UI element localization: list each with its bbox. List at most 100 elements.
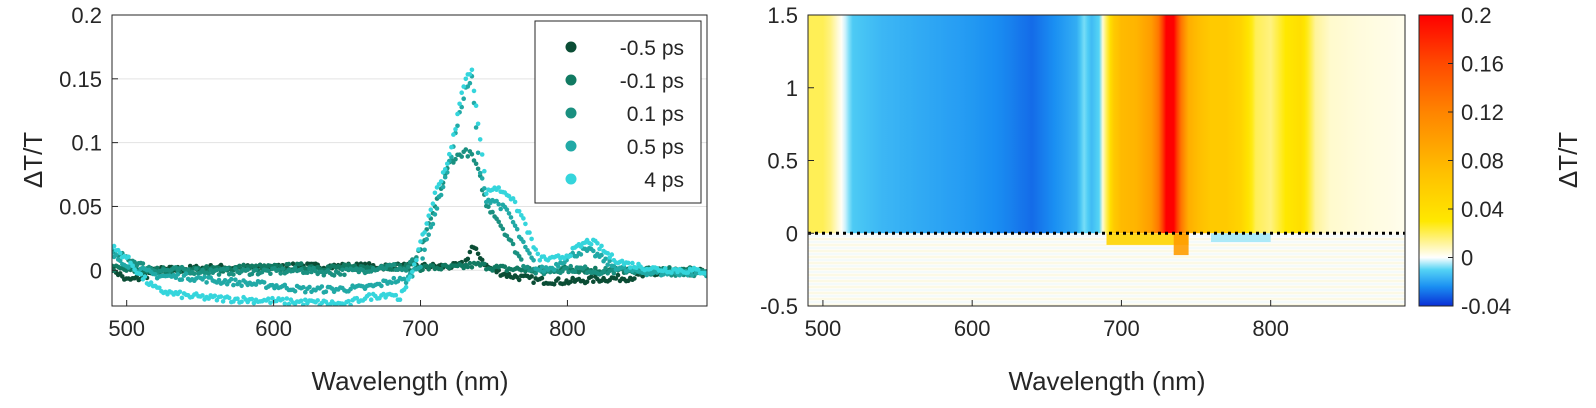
data-point (403, 284, 409, 290)
data-point (309, 269, 314, 275)
data-point (455, 111, 460, 117)
data-point (588, 274, 594, 280)
data-point (521, 216, 526, 221)
data-point (451, 132, 456, 137)
y-tick-label: 1.5 (767, 3, 798, 28)
colorbar-tick-label: -0.04 (1461, 294, 1511, 319)
data-point (418, 239, 423, 244)
data-point (222, 278, 228, 283)
data-point (266, 296, 271, 302)
data-point (599, 243, 604, 249)
data-point (537, 268, 543, 273)
colorbar-tick-label: 0.2 (1461, 3, 1492, 28)
data-point (183, 271, 189, 277)
data-point (438, 179, 444, 184)
data-point (112, 243, 117, 249)
noise-stripe (808, 289, 1405, 291)
x-ticks-right: 500 600 700 800 (805, 300, 1289, 341)
noise-stripe (808, 253, 1405, 255)
data-point (506, 211, 512, 216)
data-point (152, 272, 158, 277)
data-point (498, 206, 504, 212)
data-point (430, 201, 436, 206)
data-point (471, 158, 477, 163)
data-point (420, 256, 425, 261)
noise-stripe (808, 262, 1405, 264)
data-point (290, 261, 296, 267)
data-point (298, 298, 304, 304)
data-point (539, 275, 545, 281)
data-point (346, 298, 351, 304)
data-point (465, 264, 471, 270)
data-point (403, 268, 409, 273)
data-point (461, 84, 467, 89)
data-point (667, 265, 672, 270)
data-point (179, 295, 185, 301)
data-point (663, 266, 668, 271)
data-point (391, 275, 397, 281)
data-point (216, 277, 222, 283)
data-point (609, 252, 615, 257)
data-point (348, 286, 353, 292)
noise-stripe (808, 298, 1405, 300)
data-point (461, 96, 467, 101)
data-point (138, 271, 144, 277)
data-point (393, 292, 399, 298)
data-point (459, 154, 465, 159)
legend-label: 4 ps (644, 169, 684, 192)
data-point (112, 250, 115, 256)
data-point (539, 264, 545, 270)
data-point (449, 144, 454, 150)
data-point (280, 266, 286, 272)
data-point (301, 302, 306, 306)
data-point (416, 247, 421, 252)
data-point (340, 267, 345, 273)
data-point (331, 273, 337, 278)
data-point (502, 264, 508, 270)
y-ticks-left: 0 0.05 0.1 0.15 0.2 (59, 3, 118, 283)
data-point (611, 270, 617, 276)
data-point (660, 272, 666, 277)
noise-stripe (808, 259, 1405, 261)
data-point (572, 269, 578, 274)
data-point (475, 150, 481, 156)
data-point (504, 207, 510, 212)
data-point (307, 284, 312, 290)
noise-stripe (808, 283, 1405, 285)
data-point (486, 204, 491, 209)
data-point (588, 242, 594, 247)
data-point (447, 151, 452, 157)
data-point (477, 137, 483, 142)
data-point (113, 252, 119, 258)
data-point (465, 154, 471, 159)
x-tick-label: 700 (1103, 316, 1140, 341)
heatmap-image (808, 15, 1405, 306)
data-point (473, 125, 479, 130)
data-point (233, 277, 238, 283)
data-point (591, 279, 596, 285)
data-point (514, 226, 520, 232)
data-point (229, 276, 234, 282)
colorbar-label: ΔT/T (1553, 132, 1583, 188)
data-point (206, 271, 211, 276)
noise-stripe (808, 250, 1405, 252)
colorbar-tick-label: 0.08 (1461, 149, 1504, 174)
data-point (282, 282, 288, 288)
data-point (508, 215, 514, 220)
data-point (467, 260, 473, 266)
data-point (397, 297, 403, 303)
data-point (537, 258, 543, 263)
data-point (214, 267, 220, 273)
data-point (422, 230, 427, 235)
data-point (391, 262, 397, 268)
data-point (479, 257, 485, 263)
data-point (424, 221, 430, 226)
data-point (479, 152, 485, 157)
data-point (214, 297, 220, 303)
data-point (117, 258, 123, 264)
data-point (434, 206, 440, 211)
x-tick-label: 600 (954, 316, 991, 341)
data-point (611, 263, 617, 269)
legend-box (534, 20, 702, 204)
data-point (292, 289, 298, 294)
